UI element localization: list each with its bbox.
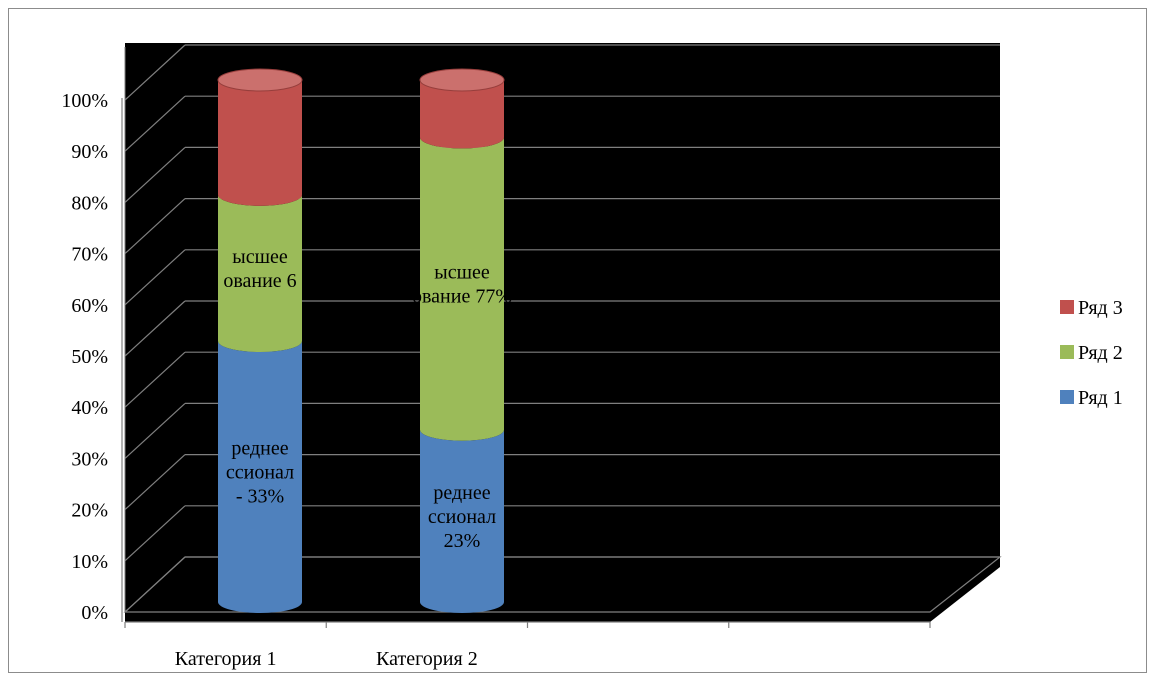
data-label: ысшее bbox=[232, 246, 288, 268]
y-tick-label: 90% bbox=[71, 141, 108, 163]
legend-label: Ряд 2 bbox=[1078, 342, 1123, 364]
legend-label: Ряд 3 bbox=[1078, 297, 1123, 319]
wall-gridline bbox=[124, 300, 186, 357]
wall-gridline bbox=[124, 454, 186, 511]
data-label: ование 6 bbox=[223, 270, 296, 292]
legend-label: Ряд 1 bbox=[1078, 387, 1123, 409]
data-label: 23% bbox=[444, 530, 481, 552]
wall-gridline bbox=[124, 249, 186, 306]
y-tick-label: 10% bbox=[71, 551, 108, 573]
legend-swatch bbox=[1060, 390, 1074, 404]
y-axis: 0% 10% 20% 30% 40% 50% 60% 70% 80% 90% 100% bbox=[61, 90, 108, 624]
wall-gridline bbox=[124, 402, 186, 459]
data-label: - 33% bbox=[236, 486, 284, 508]
y-tick-label: 50% bbox=[71, 346, 108, 368]
data-label: ысшее bbox=[434, 262, 490, 284]
y-tick-label: 0% bbox=[81, 602, 108, 624]
legend-swatch bbox=[1060, 300, 1074, 314]
grid-layer bbox=[123, 44, 1002, 613]
data-label: ссионал bbox=[226, 462, 294, 484]
wall-gridline bbox=[124, 351, 186, 408]
plot-background bbox=[125, 43, 1000, 622]
wall-gridline bbox=[124, 505, 186, 562]
wall-gridline bbox=[124, 44, 186, 101]
y-tick-label: 70% bbox=[71, 244, 108, 266]
data-label: ссионал bbox=[428, 506, 496, 528]
wall-gridline bbox=[124, 198, 186, 255]
data-label: ование 77% bbox=[412, 286, 512, 308]
bar-segment bbox=[218, 194, 302, 352]
bar-segment bbox=[420, 137, 504, 441]
y-tick-label: 30% bbox=[71, 448, 108, 470]
wall-gridline bbox=[124, 146, 186, 203]
x-tick-label: Категория 2 bbox=[376, 648, 478, 670]
bars bbox=[217, 68, 505, 613]
legend-swatch bbox=[1060, 345, 1074, 359]
y-tick-label: 20% bbox=[71, 500, 108, 522]
y-tick-label: 40% bbox=[71, 397, 108, 419]
bar-segment bbox=[420, 80, 504, 149]
bar-segment bbox=[420, 429, 504, 613]
bar-segment bbox=[218, 80, 302, 206]
x-axis: Категория 1 Категория 2 bbox=[121, 98, 931, 670]
legend: Ряд 3 Ряд 2 Ряд 1 bbox=[1060, 297, 1123, 409]
x-tick-label: Категория 1 bbox=[175, 648, 277, 670]
bar-top bbox=[217, 68, 303, 92]
wall-gridline bbox=[124, 95, 186, 152]
y-tick-label: 60% bbox=[71, 295, 108, 317]
data-label: реднее bbox=[433, 482, 490, 504]
floor bbox=[123, 556, 1002, 613]
y-tick-label: 80% bbox=[71, 192, 108, 214]
bar-segment bbox=[218, 341, 302, 613]
data-label: реднее bbox=[231, 438, 288, 460]
bar-top bbox=[419, 68, 505, 92]
y-tick-label: 100% bbox=[61, 90, 108, 112]
